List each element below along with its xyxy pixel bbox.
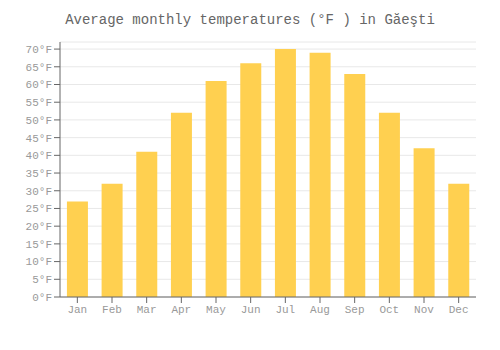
svg-text:10°F: 10°F bbox=[26, 256, 52, 268]
svg-text:25°F: 25°F bbox=[26, 203, 52, 215]
svg-text:0°F: 0°F bbox=[32, 292, 52, 304]
svg-text:20°F: 20°F bbox=[26, 221, 52, 233]
svg-text:60°F: 60°F bbox=[26, 79, 52, 91]
svg-text:Sep: Sep bbox=[345, 304, 365, 316]
svg-text:65°F: 65°F bbox=[26, 62, 52, 74]
svg-text:Oct: Oct bbox=[379, 304, 399, 316]
svg-text:35°F: 35°F bbox=[26, 168, 52, 180]
svg-text:Feb: Feb bbox=[102, 304, 122, 316]
svg-text:30°F: 30°F bbox=[26, 186, 52, 198]
svg-text:5°F: 5°F bbox=[32, 274, 52, 286]
svg-text:70°F: 70°F bbox=[26, 44, 52, 56]
svg-text:May: May bbox=[206, 304, 226, 316]
svg-text:50°F: 50°F bbox=[26, 115, 52, 127]
html-text:Average monthly temperatures (: Average monthly temperatures (°F ) in Gă… bbox=[65, 12, 435, 28]
svg-text:Nov: Nov bbox=[414, 304, 434, 316]
svg-text:Mar: Mar bbox=[137, 304, 157, 316]
svg-text:45°F: 45°F bbox=[26, 133, 52, 145]
svg-text:15°F: 15°F bbox=[26, 239, 52, 251]
svg-text:Jun: Jun bbox=[241, 304, 261, 316]
svg-text:Apr: Apr bbox=[171, 304, 191, 316]
svg-text:55°F: 55°F bbox=[26, 97, 52, 109]
svg-text:Jan: Jan bbox=[67, 304, 87, 316]
svg-text:Dec: Dec bbox=[449, 304, 469, 316]
svg-text:Jul: Jul bbox=[275, 304, 295, 316]
svg-text:Aug: Aug bbox=[310, 304, 330, 316]
svg-text:40°F: 40°F bbox=[26, 150, 52, 162]
